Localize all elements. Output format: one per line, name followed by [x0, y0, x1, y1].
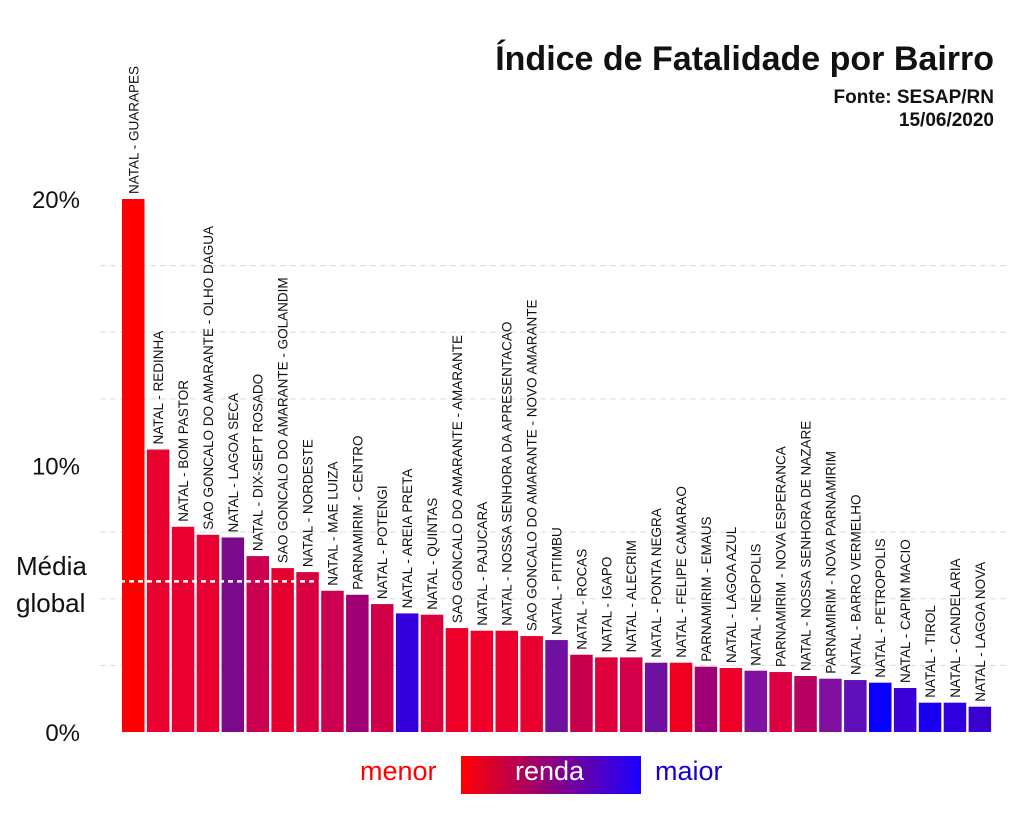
bar	[321, 590, 344, 732]
bar	[844, 680, 867, 732]
bar	[719, 668, 743, 732]
bar-label: SAO GONCALO DO AMARANTE - AMARANTE	[450, 335, 465, 623]
bar-label: NATAL - REDINHA	[151, 331, 166, 445]
bar	[296, 572, 319, 732]
bar-label: NATAL - CAPIM MACIO	[898, 539, 913, 683]
bar	[420, 614, 444, 732]
bar	[694, 666, 718, 732]
bar-label: NATAL - FELIPE CAMARAO	[674, 486, 689, 658]
bar	[595, 657, 618, 732]
bar-label: NATAL - QUINTAS	[425, 498, 440, 610]
y-tick-label: 20%	[32, 187, 80, 214]
bar	[819, 678, 842, 732]
bar	[346, 594, 369, 732]
bar	[171, 526, 195, 732]
bar-label: SAO GONCALO DO AMARANTE - NOVO AMARANTE	[525, 299, 540, 631]
bar-label: NATAL - BOM PASTOR	[176, 380, 191, 522]
bar-label: NATAL - CANDELARIA	[948, 558, 963, 697]
mean-label: global	[16, 588, 85, 618]
bar	[968, 706, 992, 732]
date-text: 15/06/2020	[898, 110, 994, 131]
bar-label: SAO GONCALO DO AMARANTE - GOLANDIM	[276, 277, 291, 563]
bar-label: NATAL - PONTA NEGRA	[649, 508, 664, 658]
bar	[794, 676, 817, 732]
bar	[196, 534, 220, 732]
bar-label: PARNAMIRIM - NOVA ESPERANCA	[774, 446, 789, 667]
bar	[395, 613, 419, 732]
bar-label: NATAL - LAGOA AZUL	[724, 526, 739, 663]
bar-label: NATAL - MAE LUIZA	[325, 461, 340, 585]
bar	[918, 702, 942, 732]
chart-source: Fonte: SESAP/RN 15/06/2020	[834, 86, 994, 132]
bar-label: NATAL - PAJUCARA	[475, 502, 490, 626]
bar	[943, 702, 967, 732]
bar	[146, 449, 170, 732]
bar	[669, 662, 693, 732]
chart-title: Índice de Fatalidade por Bairro	[495, 40, 994, 78]
bar-label: SAO GONCALO DO AMARANTE - OLHO DAGUA	[201, 226, 216, 530]
bar	[520, 636, 543, 732]
bar-label: NATAL - NORDESTE	[301, 439, 316, 567]
bar-label: NATAL - NOSSA SENHORA DE NAZARE	[799, 421, 814, 671]
bar-label: NATAL - DIX-SEPT ROSADO	[251, 374, 266, 551]
bar	[570, 654, 593, 732]
bar-label: NATAL - GUARAPES	[126, 66, 141, 194]
bar-label: NATAL - NOSSA SENHORA DA APRESENTACAO	[500, 322, 515, 626]
legend-mid: renda	[515, 756, 585, 786]
bar	[221, 537, 245, 732]
legend-gradient	[461, 756, 641, 794]
bar	[122, 199, 145, 732]
bar-label: NATAL - LAGOA NOVA	[973, 562, 988, 702]
legend-low: menor	[360, 756, 437, 786]
bar-label: NATAL - PITIMBU	[550, 527, 565, 635]
bar-label: NATAL - POTENGI	[375, 485, 390, 599]
bar-label: NATAL - NEOPOLIS	[749, 544, 764, 666]
source-text: Fonte: SESAP/RN	[833, 87, 994, 108]
bar-label: NATAL - BARRO VERMELHO	[848, 495, 863, 676]
bar-label: NATAL - ROCAS	[574, 549, 589, 650]
bar-label: NATAL - IGAPO	[599, 557, 614, 653]
bar-label: PARNAMIRIM - CENTRO	[350, 436, 365, 590]
bar	[869, 682, 892, 732]
bar-label: NATAL - ALECRIM	[624, 540, 639, 652]
mean-label: Média	[16, 551, 87, 581]
bar	[271, 568, 294, 732]
bar	[769, 672, 792, 732]
bar	[545, 640, 568, 732]
bar	[445, 628, 469, 732]
bar	[470, 630, 494, 732]
legend-high: maior	[655, 756, 723, 786]
bar-label: NATAL - AREIA PRETA	[400, 469, 415, 609]
y-tick-label: 0%	[45, 720, 80, 747]
bar	[495, 630, 518, 732]
bar-label: NATAL - PETROPOLIS	[873, 538, 888, 677]
bar	[744, 670, 767, 732]
bar	[893, 688, 917, 732]
y-tick-label: 10%	[32, 454, 80, 481]
bar-label: PARNAMIRIM - NOVA PARNAMIRIM	[823, 451, 838, 674]
bar-label: PARNAMIRIM - EMAUS	[699, 516, 714, 661]
bar	[620, 657, 643, 732]
bar-label: NATAL - LAGOA SECA	[226, 393, 241, 532]
bar	[246, 556, 269, 732]
bar-label: NATAL - TIROL	[923, 605, 938, 698]
bar	[371, 604, 394, 732]
bar	[644, 662, 668, 732]
